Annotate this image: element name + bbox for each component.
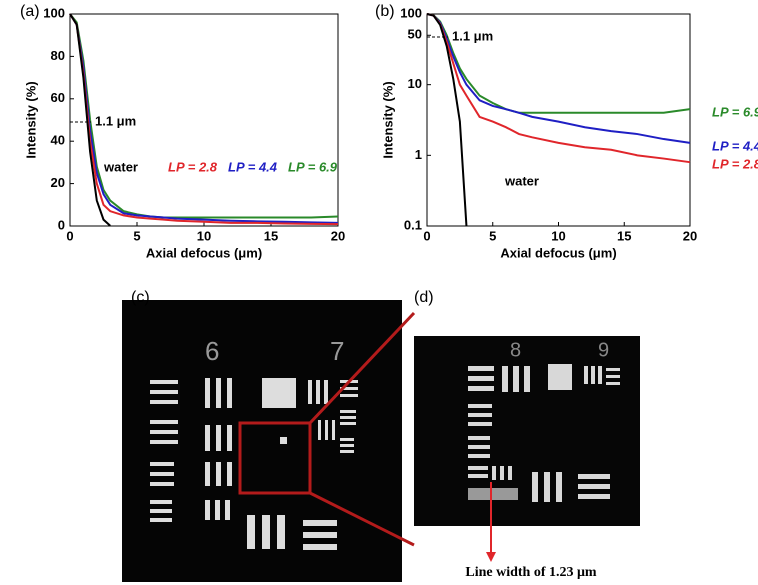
- plot-frame: [426, 13, 691, 227]
- series-label: water: [504, 173, 539, 188]
- y-tick-label: 100: [43, 5, 65, 20]
- x-tick-label: 0: [423, 228, 430, 243]
- x-tick-label: 20: [331, 228, 345, 243]
- annotation: 1.1 μm: [95, 113, 136, 128]
- series-label: LP = 6.9: [288, 159, 338, 174]
- x-axis-title: Axial defocus (μm): [500, 245, 616, 260]
- x-tick-label: 5: [489, 228, 496, 243]
- series-label: LP = 4.4: [712, 138, 758, 153]
- series-line: [426, 13, 691, 164]
- y-tick-label: 0.1: [404, 217, 422, 232]
- series-label: LP = 2.8: [712, 156, 758, 171]
- x-tick-label: 0: [66, 228, 73, 243]
- series-label: LP = 2.8: [168, 159, 218, 174]
- target-bars-zoom: [468, 364, 620, 502]
- group-label: 9: [598, 339, 609, 361]
- y-tick-label: 1: [415, 147, 422, 162]
- y-tick-label: 10: [408, 76, 422, 91]
- annotation: 1.1 μm: [452, 28, 493, 43]
- group-label: 8: [510, 339, 521, 361]
- y-tick-label: 60: [51, 90, 65, 105]
- plot-frame: [69, 13, 339, 227]
- x-tick-label: 20: [683, 228, 697, 243]
- y-tick-label: 50: [408, 27, 422, 42]
- y-tick-label: 0: [58, 217, 65, 232]
- panel-label: (d): [414, 289, 434, 306]
- series-line: [426, 13, 468, 227]
- panel-label: (b): [375, 3, 395, 20]
- y-tick-label: 100: [400, 5, 422, 20]
- x-tick-label: 10: [551, 228, 565, 243]
- series-line: [69, 13, 111, 227]
- y-axis-title: Intensity (%): [380, 81, 395, 158]
- y-tick-label: 20: [51, 175, 65, 190]
- series-label: water: [103, 159, 138, 174]
- group-label: 6: [205, 336, 219, 366]
- group-label: 7: [330, 336, 344, 366]
- series-line: [426, 13, 691, 144]
- x-tick-label: 15: [264, 228, 278, 243]
- y-tick-label: 80: [51, 48, 65, 63]
- zoom-line: [309, 491, 415, 547]
- series-line: [426, 13, 691, 114]
- x-axis-title: Axial defocus (μm): [146, 245, 262, 260]
- panel-label: (a): [20, 3, 40, 20]
- caption: Line width of 1.23 μm: [465, 565, 597, 580]
- x-tick-label: 10: [197, 228, 211, 243]
- y-axis-title: Intensity (%): [23, 81, 38, 158]
- x-tick-label: 5: [133, 228, 140, 243]
- target-bars: [150, 378, 358, 550]
- series-label: LP = 6.9: [712, 104, 758, 119]
- y-tick-label: 40: [51, 133, 65, 148]
- zoom-box: [238, 421, 312, 495]
- series-label: LP = 4.4: [228, 159, 278, 174]
- x-tick-label: 15: [617, 228, 631, 243]
- panel-label: (c): [131, 289, 150, 306]
- pointer-head: [486, 552, 496, 562]
- zoom-line: [308, 311, 416, 425]
